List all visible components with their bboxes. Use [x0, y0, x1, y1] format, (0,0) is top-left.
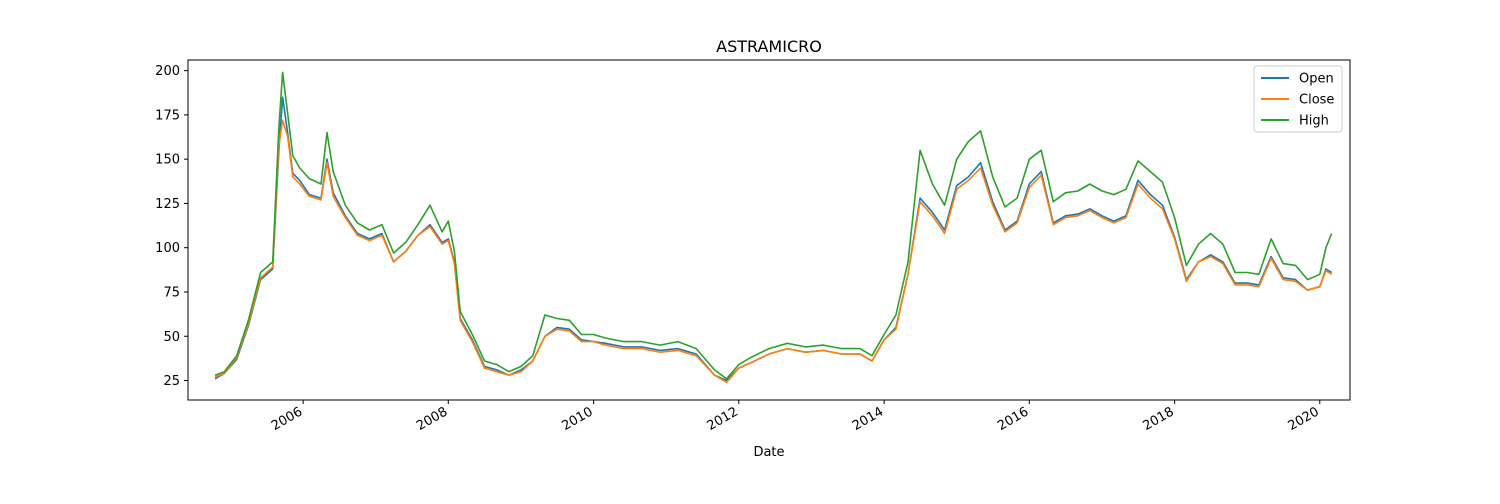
- y-tick-label: 125: [155, 197, 180, 212]
- x-tick-label: 2006: [269, 404, 305, 434]
- legend-label-high: High: [1299, 114, 1329, 129]
- plot-lines: [214, 71, 1333, 384]
- y-tick-label: 50: [163, 330, 180, 345]
- x-axis: 2006 2008 2010 2012 2014 2016 2018 2020: [269, 400, 1322, 434]
- series-line-close: [214, 119, 1333, 384]
- chart-title: ASTRAMICRO: [716, 37, 822, 56]
- x-tick-label: 2010: [559, 404, 595, 434]
- legend-box: [1253, 65, 1343, 133]
- y-tick-label: 200: [155, 64, 180, 79]
- legend-label-close: Close: [1299, 93, 1334, 108]
- legend-label-open: Open: [1299, 72, 1334, 87]
- x-tick-label: 2012: [705, 404, 741, 434]
- y-tick-label: 150: [155, 153, 180, 168]
- y-tick-label: 75: [163, 285, 180, 300]
- x-tick-label: 2014: [850, 404, 886, 434]
- x-tick-label: 2016: [995, 404, 1031, 434]
- x-tick-label: 2008: [414, 404, 450, 434]
- x-axis-label: Date: [753, 445, 784, 460]
- series-line-high: [214, 71, 1333, 380]
- y-tick-label: 25: [163, 374, 180, 389]
- x-tick-label: 2020: [1286, 404, 1322, 434]
- legend: Open Close High: [1253, 65, 1343, 133]
- y-tick-label: 100: [155, 241, 180, 256]
- y-tick-label: 175: [155, 108, 180, 123]
- y-axis: 25 50 75 100 125 150 175 200: [155, 64, 188, 389]
- x-tick-label: 2018: [1140, 404, 1176, 434]
- plot-frame: [187, 59, 1351, 401]
- series-line-open: [214, 96, 1333, 382]
